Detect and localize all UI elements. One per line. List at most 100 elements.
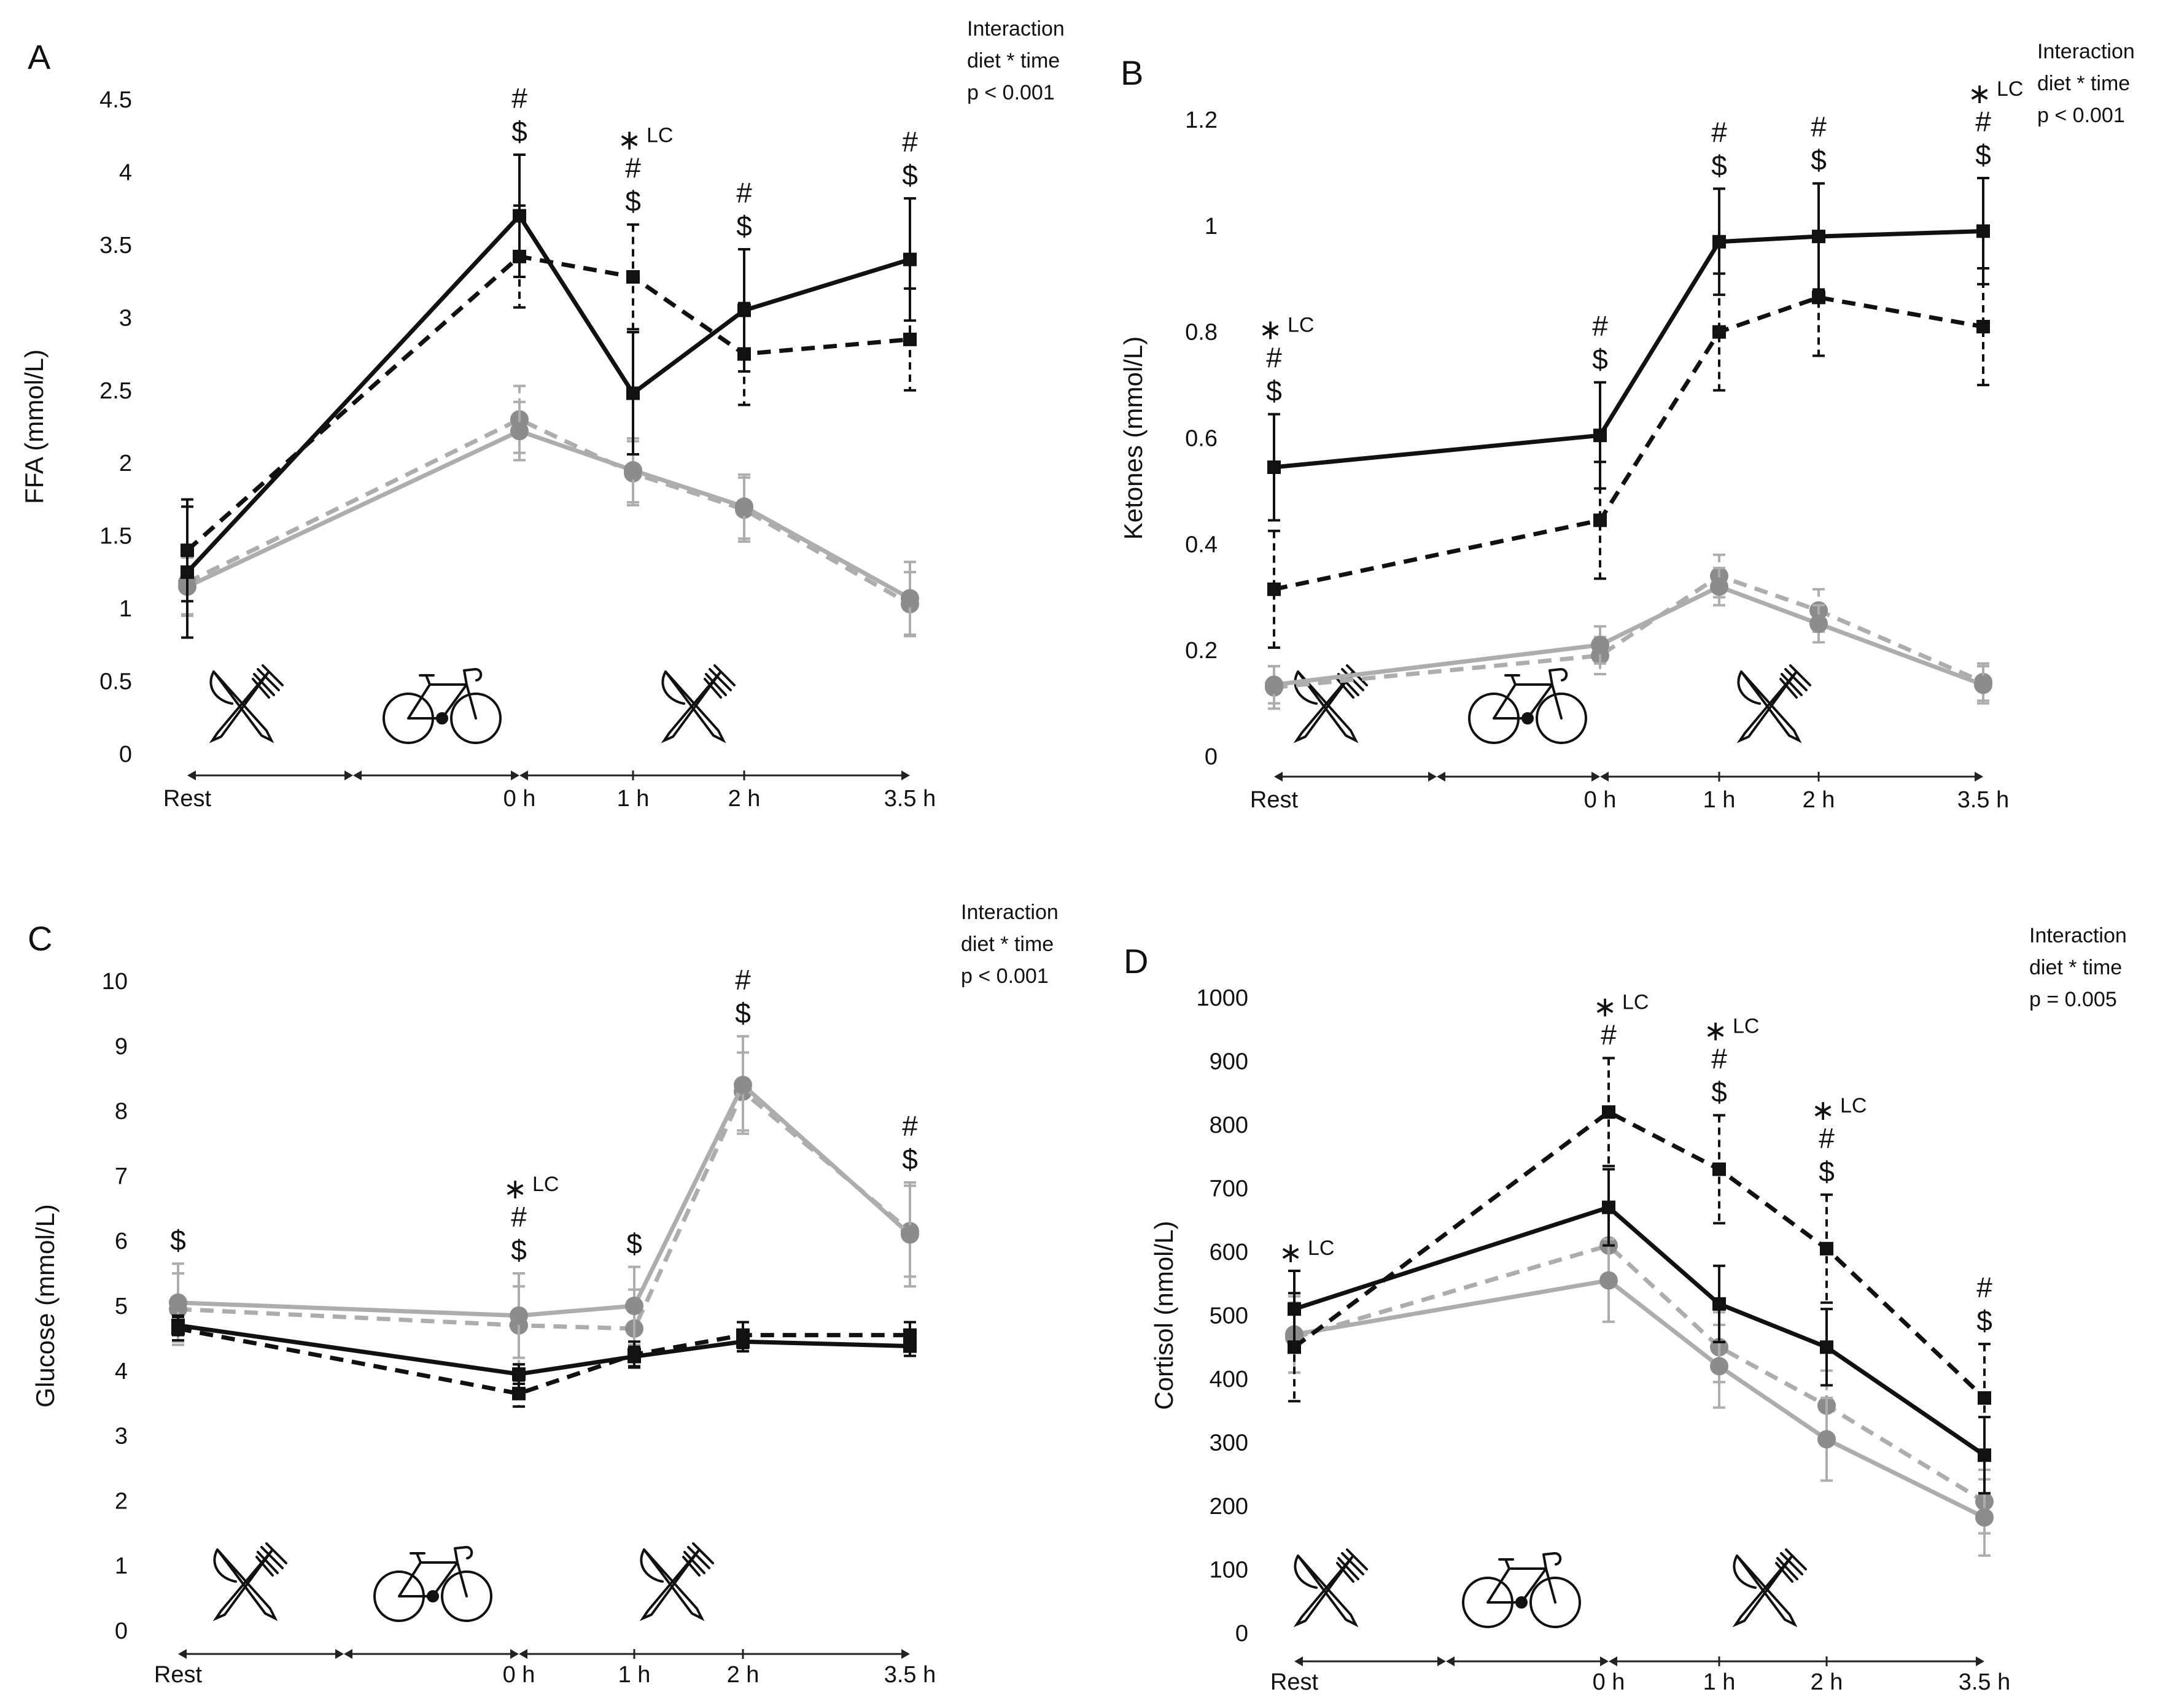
data-point — [1591, 635, 1609, 654]
lc-label: LC — [1308, 1236, 1334, 1260]
y-tick-label: 3 — [115, 1424, 128, 1450]
significance-annotation: $# — [1592, 310, 1608, 375]
series-line — [177, 1326, 910, 1396]
x-tick-label: 1 h — [1703, 787, 1736, 813]
series-line — [1273, 295, 1984, 592]
hash-marker: # — [1975, 106, 1991, 138]
x-tick-label: 3.5 h — [1959, 1669, 2011, 1695]
bicycle-icon — [1462, 1552, 1581, 1628]
interaction-line: diet * time — [967, 49, 1060, 72]
x-tick-label: 2 h — [1811, 1669, 1843, 1695]
arrow-head — [519, 771, 528, 780]
y-tick-label: 8 — [115, 1099, 128, 1125]
data-point — [1712, 1162, 1726, 1176]
hash-marker: # — [1819, 1122, 1835, 1154]
data-point — [1712, 235, 1726, 249]
data-point — [512, 1367, 526, 1381]
timeline-axis — [187, 771, 910, 780]
data-point — [1976, 320, 1990, 334]
data-point — [512, 1386, 526, 1400]
significance-annotation: $# — [1711, 116, 1727, 181]
dollar-marker: $ — [626, 1228, 642, 1260]
significance-annotation: #∗ LC — [1593, 990, 1649, 1050]
panel-letter: A — [28, 37, 51, 76]
data-point — [901, 1225, 919, 1244]
data-point — [181, 565, 194, 579]
y-tick-label: 800 — [1210, 1112, 1248, 1138]
y-tick-label: 1 — [115, 1553, 128, 1579]
dollar-marker: $ — [625, 185, 641, 217]
series-lc-solid — [181, 153, 917, 639]
data-point — [627, 1349, 641, 1364]
panel-letter: B — [1121, 53, 1143, 92]
arrow-head — [901, 1649, 910, 1659]
arrow-head — [187, 771, 196, 780]
data-point — [1602, 1200, 1615, 1214]
arrow-head — [511, 771, 519, 780]
significance-annotation: $#∗ LC — [503, 1173, 559, 1266]
lc-label: LC — [1997, 77, 2023, 101]
panel-c: C 0 1 2 3 4 5 6 7 8 9 10 Glucose (mmol/L) Interaction… — [28, 901, 1059, 1688]
data-point — [737, 303, 751, 317]
series-hc-dashed — [1285, 1209, 1994, 1535]
data-point — [626, 270, 640, 284]
y-tick-label: 3 — [119, 305, 132, 331]
significance-annotation: $#∗ LC — [1704, 1014, 1760, 1108]
data-point — [735, 497, 753, 516]
data-point — [1288, 1302, 1301, 1316]
interaction-line: Interaction — [967, 17, 1065, 41]
data-point — [1593, 429, 1607, 443]
lc-label: LC — [532, 1173, 559, 1196]
dollar-marker: $ — [1592, 343, 1608, 375]
dollar-marker: $ — [1975, 139, 1991, 171]
series-hc-solid — [1265, 567, 1992, 705]
significance-annotation: $ — [170, 1224, 186, 1256]
asterisk-marker: ∗ — [1704, 1014, 1728, 1046]
data-point — [1267, 460, 1281, 475]
x-tick-label: 0 h — [1584, 787, 1617, 813]
y-tick-label: 300 — [1210, 1430, 1248, 1456]
hash-marker: # — [1711, 1042, 1727, 1074]
y-tick-label: 0.5 — [99, 669, 132, 695]
arrow-head — [1600, 1656, 1609, 1666]
y-tick-label: 0.8 — [1185, 320, 1218, 346]
dollar-marker: $ — [511, 1234, 527, 1266]
asterisk-marker: ∗ — [1279, 1236, 1303, 1268]
y-tick-label: 1000 — [1196, 985, 1248, 1011]
series-hc-dashed — [178, 384, 919, 638]
data-point — [903, 332, 917, 346]
series-lc-solid — [1267, 177, 1990, 522]
arrow-head — [344, 771, 353, 780]
interaction-line: diet * time — [961, 933, 1054, 956]
significance-annotation: ∗ LC — [1279, 1236, 1335, 1268]
hash-marker: # — [902, 126, 918, 158]
dollar-marker: $ — [1976, 1305, 1992, 1337]
significance-annotation: $# — [1811, 111, 1827, 176]
interaction-line: Interaction — [2037, 40, 2135, 63]
panel-letter: C — [28, 919, 52, 958]
arrow-head — [1446, 1656, 1455, 1666]
data-point — [1817, 1430, 1836, 1449]
x-tick-label: Rest — [154, 1662, 203, 1688]
series-lc-solid — [171, 1314, 917, 1385]
data-point — [1593, 513, 1607, 527]
x-tick-label: 3.5 h — [1957, 787, 2010, 813]
y-tick-label: 0.6 — [1185, 426, 1218, 452]
asterisk-marker: ∗ — [1593, 990, 1617, 1022]
data-point — [1820, 1340, 1833, 1354]
y-tick-label: 4.5 — [99, 87, 132, 113]
lc-label: LC — [1622, 990, 1649, 1014]
data-point — [734, 1076, 752, 1095]
data-point — [169, 1293, 187, 1312]
knife-fork-icon — [639, 1542, 714, 1621]
x-tick-label: 3.5 h — [884, 1662, 936, 1688]
y-tick-label: 0.4 — [1185, 532, 1218, 557]
x-tick-label: 1 h — [617, 786, 650, 812]
significance-annotation: $# — [736, 177, 752, 242]
y-tick-label: 9 — [115, 1034, 128, 1060]
dollar-marker: $ — [1711, 149, 1727, 181]
y-tick-label: 1 — [119, 596, 132, 622]
panel-d: D 0 100 200 300 400 500 600 700 800 900 1000 Cortiso… — [1124, 924, 2127, 1695]
data-point — [1978, 1448, 1991, 1462]
